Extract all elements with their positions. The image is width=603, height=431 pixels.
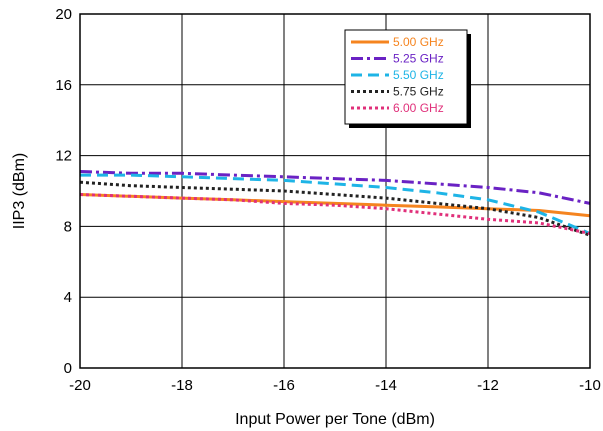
x-tick-labels: -20 -18 -16 -14 -12 -10 [69, 377, 601, 394]
legend-label: 5.00 GHz [393, 35, 444, 49]
x-tick-label: -20 [69, 377, 91, 394]
y-tick-label: 16 [55, 77, 72, 94]
y-tick-label: 4 [64, 289, 72, 306]
legend-label: 5.25 GHz [393, 52, 444, 66]
legend-label: 5.50 GHz [393, 68, 444, 82]
y-tick-label: 20 [55, 6, 72, 23]
legend-label: 5.75 GHz [393, 85, 444, 99]
series-line-4 [79, 193, 591, 235]
y-axis-title: IIP3 (dBm) [11, 153, 28, 229]
x-tick-label: -16 [273, 377, 295, 394]
x-tick-label: -12 [477, 377, 499, 394]
y-tick-label: 12 [55, 148, 72, 165]
x-tick-label: -10 [579, 377, 601, 394]
x-axis-title: Input Power per Tone (dBm) [235, 411, 435, 428]
plot-frame [79, 13, 591, 369]
x-tick-label: -14 [375, 377, 397, 394]
y-tick-label: 0 [64, 360, 72, 377]
series-line-2 [80, 173, 591, 235]
y-tick-label: 8 [64, 218, 72, 235]
grid [79, 13, 591, 369]
series-group [79, 170, 591, 237]
series-line-3 [79, 180, 591, 237]
legend-label: 6.00 GHz [393, 101, 444, 115]
x-tick-label: -18 [171, 377, 193, 394]
legend: 5.00 GHz 5.25 GHz 5.50 GHz 5.75 GHz 6.00 GHz [344, 29, 471, 128]
series-line-1 [79, 170, 591, 205]
y-tick-labels: 0 4 8 12 16 20 [55, 6, 72, 377]
